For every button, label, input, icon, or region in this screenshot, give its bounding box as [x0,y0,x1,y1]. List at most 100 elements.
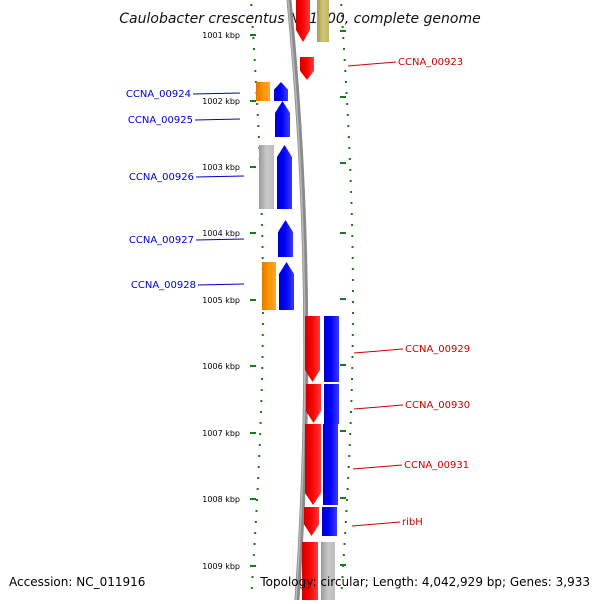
tick-dot [348,147,351,149]
tick-label: 1005 kbp [202,296,240,305]
tick-dot [347,466,350,468]
label-leaders [192,61,404,527]
tick-dot [345,92,348,94]
forward-cds [324,316,339,382]
tick-dot [261,367,264,369]
tick-dot [344,521,347,523]
tick-dot [261,235,264,237]
tick-dot [348,444,351,446]
tick-dot [342,48,345,50]
tick-dot [250,587,253,589]
reverse-cds [305,424,321,505]
leader-line [192,92,241,95]
tick-dot [349,422,352,424]
tick-dot [260,400,263,402]
forward-cds [278,220,293,257]
tick-dot [351,378,354,380]
tick-mark [340,364,346,366]
reverse-cds [306,384,321,423]
tick-dot [341,576,344,578]
tick-dot [346,103,349,105]
tick-mark [250,299,256,301]
tick-mark [250,565,256,567]
tick-dot [349,169,352,171]
tick-dot [251,576,254,578]
tick-dot [350,202,353,204]
tick-dot [340,587,343,589]
tick-dot [257,466,260,468]
leader-line [353,348,404,354]
tick-dot [351,257,354,259]
tick-dot [261,356,264,358]
tick-dot [261,345,264,347]
tick-dot [350,191,353,193]
tick-dot [346,488,349,490]
tick-mark [340,564,346,566]
gene-label: ribH [402,517,423,528]
tick-dot [351,268,354,270]
tick-dot [255,510,258,512]
tick-label: 1001 kbp [202,31,240,40]
tick-label: 1006 kbp [202,362,240,371]
tick-dot [256,499,259,501]
tick-dot [342,37,345,39]
gene-label: CCNA_00929 [405,344,470,355]
tick-dot [261,312,264,314]
feature-track [256,0,339,600]
tick-dot [261,246,264,248]
tick-dot [260,213,263,215]
forward-cds [322,507,337,536]
leader-line [195,175,245,178]
tick-dot [348,158,351,160]
reverse-cds [300,57,314,80]
tick-dot [342,554,345,556]
tick-dot [344,532,347,534]
tick-mark [340,232,346,234]
gray-feature [321,542,335,600]
backbone-ring [286,0,309,601]
orange-feature [256,82,270,101]
forward-cds [275,101,290,137]
tick-dot [260,411,263,413]
tick-mark [250,100,256,102]
tick-dot [351,301,354,303]
tick-dots [250,4,354,589]
tick-dot [259,433,262,435]
tick-dot [341,26,344,28]
tick-dot [258,455,261,457]
tick-dot [254,521,257,523]
tick-label: 1003 kbp [202,163,240,172]
tick-mark [340,30,346,32]
tick-label: 1008 kbp [202,495,240,504]
reverse-cds [296,0,310,42]
orange-feature [262,262,276,310]
tick-mark [340,96,346,98]
tick-mark [340,430,346,432]
tick-dot [252,48,255,50]
tick-dot [348,455,351,457]
tick-mark [340,298,346,300]
forward-cds [279,262,294,310]
tick-dot [254,81,257,83]
tick-dot [256,103,259,105]
tick-dot [261,334,264,336]
leader-line [353,404,404,410]
tick-dot [258,444,261,446]
tick-dot [347,477,350,479]
tick-dot [351,356,354,358]
tick-dot [351,323,354,325]
tick-dot [349,180,352,182]
leader-line [195,238,245,241]
tick-mark [250,232,256,234]
tick-dot [252,554,255,556]
tick-dot [254,532,257,534]
tick-label: 1007 kbp [202,429,240,438]
gene-labels: CCNA_00924 CCNA_00925 CCNA_00926 CCNA_00927… [126,57,470,528]
reverse-cds [302,542,318,600]
tick-dot [257,136,260,138]
tick-dot [253,543,256,545]
forward-cds [324,384,339,424]
leader-line [351,521,401,527]
tick-dot [250,4,253,6]
tick-labels: 1001 kbp 1002 kbp 1003 kbp 1004 kbp 1005 kbp… [202,30,346,571]
